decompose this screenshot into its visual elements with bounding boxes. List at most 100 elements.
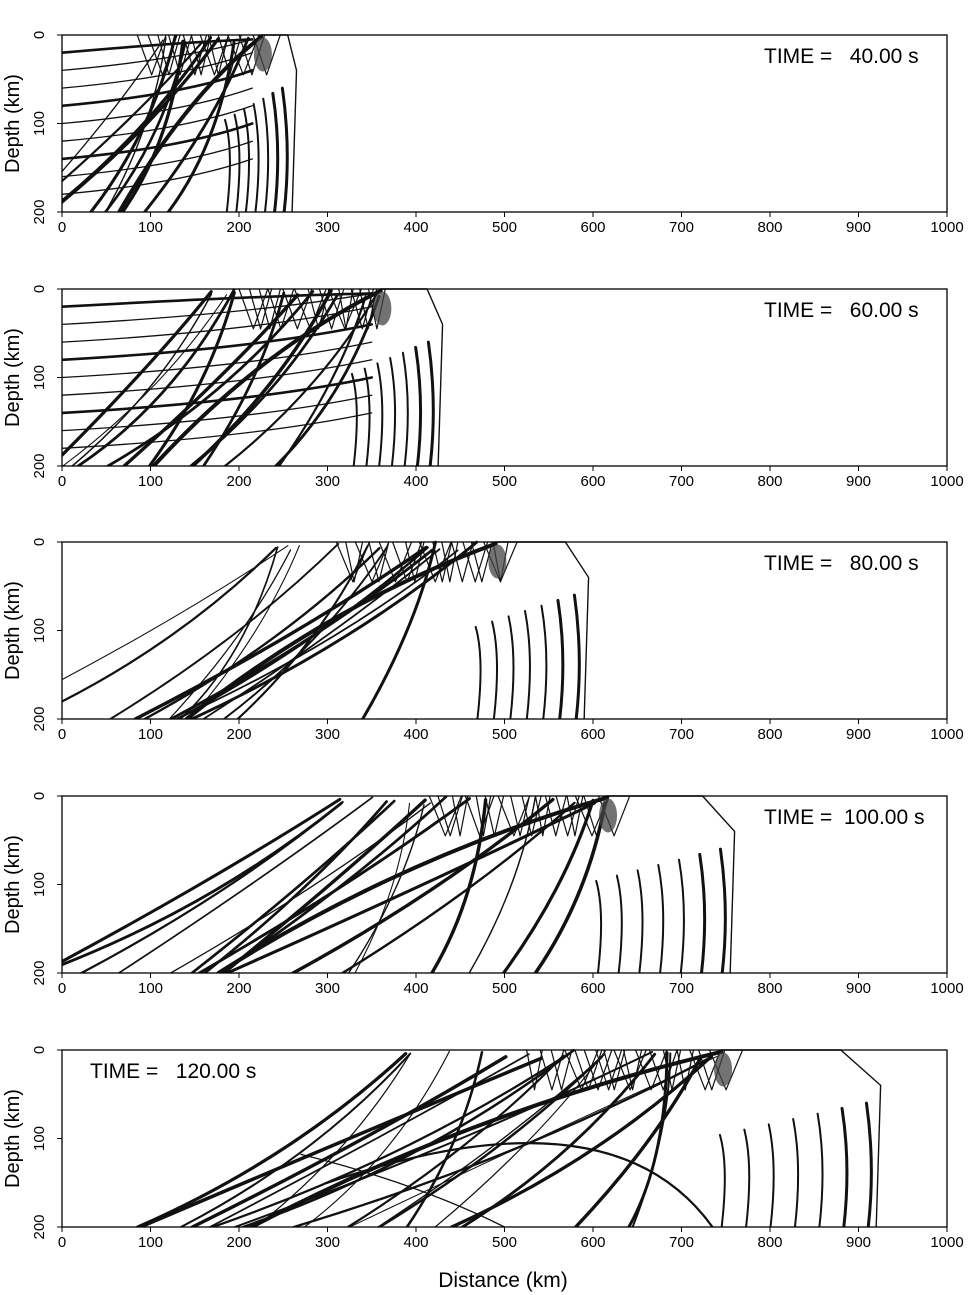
y-tick-label: 200 [31,199,48,224]
surface-crosshatch [147,34,178,76]
y-tick-label: 0 [31,538,48,546]
wave-arc [816,1112,824,1227]
reflection-arc [62,38,253,72]
reflection-ray [303,1050,450,1227]
x-tick-label: 500 [492,726,517,743]
reflection-ray [223,292,379,466]
reflection-ray [254,1052,412,1227]
headwave-front [605,795,736,973]
wave-arc [280,86,289,212]
reflection-ray [179,1052,412,1227]
x-tick-label: 1000 [930,219,963,236]
source-blob [599,798,618,833]
time-label: TIME = 100.00 s [764,806,925,829]
surface-crosshatch [451,795,469,837]
reflection-ray [202,291,286,466]
surface-crosshatch [392,541,423,583]
x-tick-label: 700 [669,1234,694,1251]
x-tick-label: 100 [138,473,163,490]
reflection-ray [120,39,185,212]
wave-arc [792,1118,800,1227]
x-tick-label: 500 [492,1234,517,1251]
surface-crosshatch [475,795,492,837]
x-tick-label: 0 [58,980,66,997]
reflection-arc [62,292,373,326]
x-tick-label: 900 [846,1234,871,1251]
surface-crosshatch [583,1049,613,1091]
reflection-ray [133,545,428,719]
x-tick-label: 0 [58,473,66,490]
x-tick-label: 700 [669,726,694,743]
time-label: TIME = 80.00 s [764,552,919,575]
reflection-ray [143,546,381,719]
reflection-ray [218,795,448,973]
reflection-ray [222,798,427,973]
reflection-ray [468,796,537,973]
reflection-arc [62,306,373,343]
surface-crosshatch [574,1049,603,1091]
reflection-ray [62,797,342,964]
wave-arc [426,340,435,466]
wave-arc [491,620,498,719]
surface-crosshatch [648,1049,678,1091]
source-blob [714,1052,733,1087]
x-tick-label: 300 [315,726,340,743]
reflection-ray [405,1051,484,1227]
wave-arc [743,1128,751,1227]
reflection-arc [62,359,373,396]
x-tick-label: 400 [403,726,428,743]
surface-crosshatch [441,541,459,583]
wave-arc [363,367,371,466]
surface-crosshatch [470,541,493,583]
reflection-arc [62,52,253,89]
reflection-ray [136,1052,408,1227]
x-tick-label: 300 [315,1234,340,1251]
wavefield-2 [62,288,444,466]
wave-arc [556,598,565,719]
y-tick-label: 100 [31,1126,48,1151]
surface-crosshatch [622,1049,643,1091]
x-tick-label: 100 [138,219,163,236]
panel-1: 0 100 200 300 400 500 600 700 800 900 1000 0 100 200 D… [2,31,964,236]
headwave-front [494,541,590,719]
wave-arc [243,108,251,212]
surface-crosshatch [418,541,452,583]
x-tick-label: 0 [58,726,66,743]
x-tick-label: 700 [669,219,694,236]
reflection-ray [104,37,167,212]
x-tick-label: 600 [580,473,605,490]
surface-crosshatch [462,541,489,583]
y-tick-label: 100 [31,111,48,136]
reflection-ray [62,39,164,173]
reflection-ray [175,549,459,719]
wave-arc [507,615,515,719]
wave-arc [401,351,409,466]
wave-arc [262,97,270,212]
reflection-ray [354,802,411,973]
x-tick-label: 800 [757,726,782,743]
reflection-ray [190,540,479,719]
x-tick-label: 200 [226,1234,251,1251]
x-tick-label: 300 [315,219,340,236]
y-axis-label: Depth (km) [2,581,24,680]
surface-crosshatch [136,34,167,76]
wave-arc [376,362,384,466]
x-axis-label: Distance (km) [438,1269,568,1292]
source-blob [488,544,507,579]
x-tick-label: 300 [315,473,340,490]
reflection-ray [147,291,236,466]
reflection-ray [241,1049,575,1227]
reflection-ray [189,293,339,466]
wave-arc [389,357,397,466]
x-tick-label: 500 [492,473,517,490]
reflection-arc [62,38,254,54]
reflection-ray [349,1054,721,1227]
reflection-ray [168,549,292,719]
y-axis-label: Depth (km) [2,1089,24,1188]
surface-crosshatch [350,288,375,330]
surface-crosshatch [354,541,390,583]
x-tick-label: 200 [226,726,251,743]
surface-crosshatch [484,795,505,837]
x-tick-label: 300 [315,980,340,997]
